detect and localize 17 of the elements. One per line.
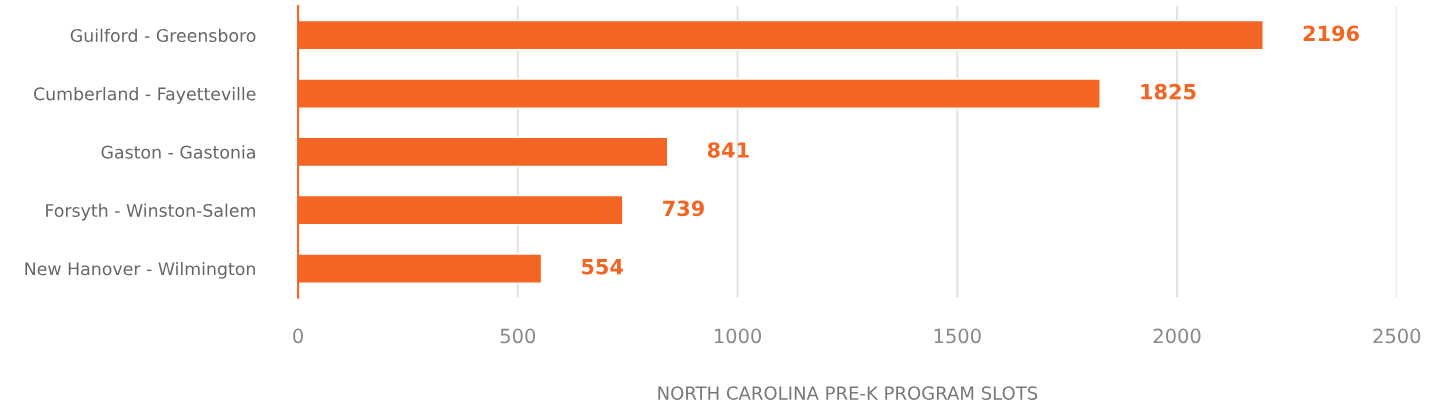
y-tick-label: New Hanover - Wilmington: [25, 261, 255, 279]
data-label: 554: [582, 259, 623, 275]
data-label: 2196: [1303, 25, 1359, 42]
x-tick-label: 1500: [934, 328, 981, 344]
data-label: 841: [707, 142, 749, 158]
y-tick-label: Cumberland - Fayetteville: [34, 86, 256, 104]
x-tick-label: 2500: [1373, 328, 1421, 344]
x-tick-label: 1000: [714, 328, 762, 344]
x-tick-label: 500: [500, 328, 536, 344]
y-tick-label: Guilford - Greensboro: [70, 28, 256, 43]
x-axis-title: NORTH CAROLINA PRE-K PROGRAM SLOTS: [658, 386, 1038, 400]
y-tick-label: Forsyth - Winston-Salem: [46, 203, 255, 221]
y-tick-label: Gaston - Gastonia: [101, 145, 255, 159]
x-tick-label: 0: [293, 328, 303, 344]
data-label: 1825: [1141, 83, 1196, 100]
data-label: 739: [663, 200, 704, 217]
x-tick-label: 2000: [1153, 328, 1201, 344]
